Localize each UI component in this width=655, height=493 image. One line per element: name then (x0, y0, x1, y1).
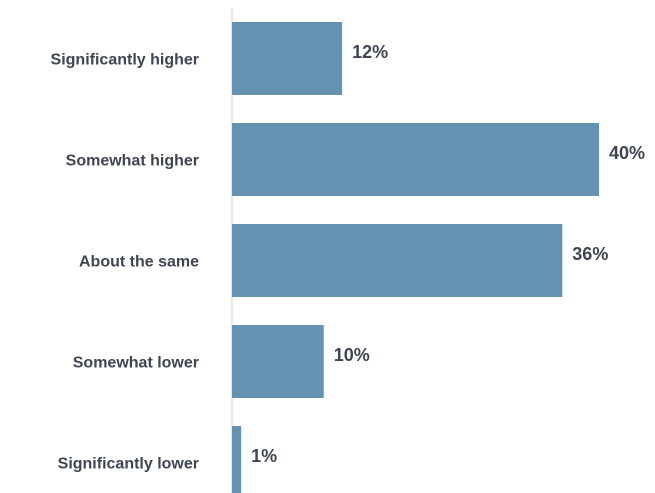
value-label-3: 10% (334, 345, 370, 365)
value-label-1: 40% (609, 143, 645, 163)
bar-2 (232, 224, 563, 297)
bar-4 (232, 426, 242, 493)
category-label-3: Somewhat lower (73, 355, 199, 372)
category-label-2: About the same (79, 254, 199, 271)
category-label-0: Significantly higher (51, 52, 199, 69)
value-label-4: 1% (251, 446, 277, 466)
category-label-1: Somewhat higher (66, 153, 199, 170)
bar-0 (232, 22, 343, 95)
category-label-4: Significantly lower (58, 456, 199, 473)
value-label-0: 12% (352, 42, 388, 62)
bar-3 (232, 325, 324, 398)
category-labels-group: Significantly higher Somewhat higher About… (51, 52, 200, 473)
value-labels-group: 12% 40% 36% 10% 1% (251, 42, 645, 466)
value-label-2: 36% (572, 244, 608, 264)
bar-1 (232, 123, 599, 196)
bars-group (232, 22, 599, 493)
